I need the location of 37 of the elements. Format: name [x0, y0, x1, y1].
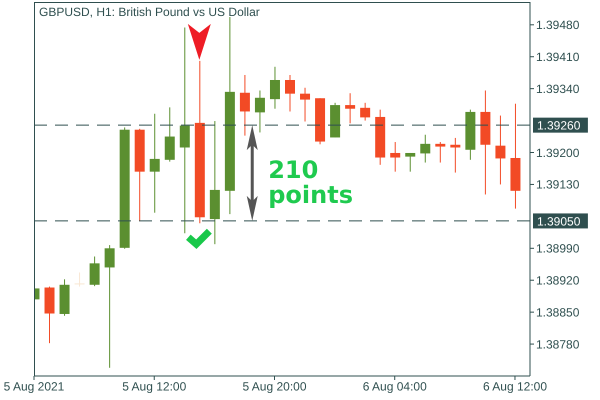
candlestick: [270, 66, 280, 110]
y-tick-label: 1.38780: [536, 337, 580, 352]
y-tick-label: 1.38850: [536, 305, 580, 320]
candlestick: [450, 137, 460, 174]
y-tick-label: 1.39480: [536, 18, 580, 32]
ref-line-label: 1.39050: [537, 214, 581, 228]
candlestick: [240, 74, 250, 136]
y-tick-label: 1.38990: [536, 242, 580, 256]
candlestick: [345, 92, 356, 124]
x-tick-label: 5 Aug 20:00: [242, 380, 307, 394]
x-tick-label: 5 Aug 2021: [4, 380, 65, 394]
x-tick-label: 6 Aug 04:00: [362, 380, 428, 394]
candlestick: [285, 74, 295, 112]
y-tick-label: 1.39200: [536, 146, 580, 160]
ref-line-label: 1.39260: [537, 118, 581, 133]
y-tick-label: 1.39340: [536, 82, 580, 96]
candlestick: [150, 113, 160, 214]
candlestick: [360, 102, 370, 122]
candlestick: [254, 90, 265, 133]
x-tick-label: 6 Aug 12:00: [482, 380, 548, 394]
candlestick: [74, 272, 85, 288]
y-tick-label: 1.38920: [536, 273, 580, 288]
candlestick: [420, 134, 430, 164]
candlestick: [164, 106, 175, 162]
annotation: 210 points: [268, 156, 353, 210]
candlestick: [435, 142, 446, 164]
y-tick-label: 1.39130: [536, 178, 580, 192]
x-tick-label: 5 Aug 12:00: [122, 380, 187, 394]
candlestick: [180, 27, 190, 234]
candlestick: [495, 115, 506, 185]
candlestick: [405, 152, 416, 172]
chart-title: GBPUSD, H1: British Pound vs US Dollar: [39, 5, 260, 19]
candlestick: [300, 87, 310, 122]
candlestick: [104, 244, 115, 368]
candlestick: [90, 256, 100, 287]
y-tick-label: 1.39410: [536, 50, 580, 64]
candlestick: [390, 142, 400, 172]
